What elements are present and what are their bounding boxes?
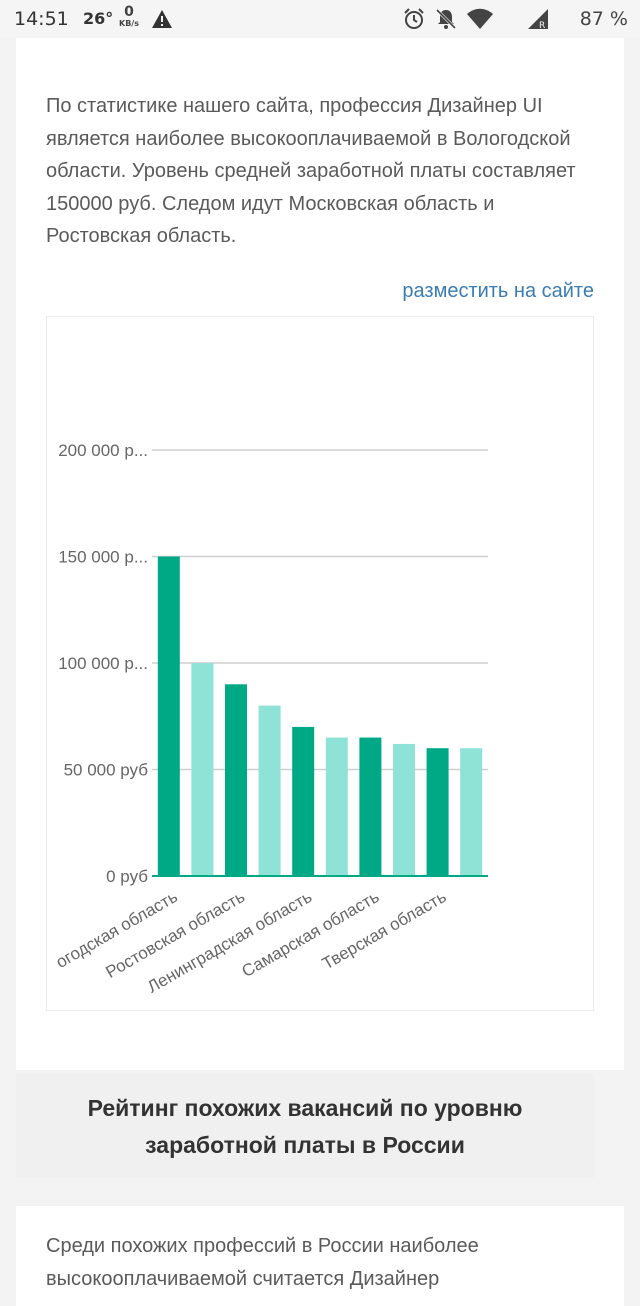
y-tick-label: 50 000 руб [64, 761, 149, 780]
net-speed-value: 0 [124, 4, 134, 20]
svg-text:R: R [539, 21, 545, 30]
y-tick-label: 150 000 р... [58, 548, 148, 567]
x-tick-label: Тверская область [319, 887, 450, 974]
embed-on-site-link[interactable]: разместить на сайте [402, 280, 594, 302]
y-tick-label: 200 000 р... [58, 441, 148, 460]
salary-card: По статистике нашего сайта, профессия Ди… [16, 38, 624, 1070]
y-tick-label: 0 руб [106, 867, 148, 886]
rating-title: Рейтинг похожих вакансий по уровню зараб… [87, 1095, 523, 1158]
battery-level: 87 % [579, 8, 628, 30]
warning-icon [152, 10, 172, 28]
status-temperature: 26° [83, 9, 114, 28]
rating-section-header: Рейтинг похожих вакансий по уровню зараб… [16, 1074, 594, 1178]
rating-card: Среди похожих профессий в России наиболе… [16, 1206, 624, 1306]
alarm-icon [404, 8, 424, 29]
chart-canvas: 0 руб 50 000 руб 100 000 р... 150 000 р... 2… [53, 441, 488, 997]
bar[interactable] [460, 748, 483, 876]
bar[interactable] [359, 737, 382, 876]
bar[interactable] [393, 743, 415, 876]
status-time: 14:51 [14, 8, 69, 30]
rating-paragraph: Среди похожих профессий в России наиболе… [46, 1235, 479, 1290]
cellular-signal-icon: R [528, 9, 548, 30]
net-speed-unit: KB/s [119, 19, 139, 28]
intro-paragraph: По статистике нашего сайта, профессия Ди… [46, 95, 576, 247]
status-net-speed: 0 KB/s [116, 5, 142, 28]
bar[interactable] [325, 737, 348, 876]
bar[interactable] [292, 726, 315, 876]
notifications-off-icon [435, 8, 457, 30]
bar[interactable] [426, 748, 449, 876]
wifi-icon [467, 8, 493, 29]
bar[interactable] [258, 705, 281, 876]
y-tick-label: 100 000 р... [58, 654, 148, 673]
bar[interactable] [191, 663, 214, 876]
status-bar: 14:51 26° 0 KB/s R 87 % [0, 0, 640, 38]
bar[interactable] [157, 556, 180, 877]
bar[interactable] [225, 684, 247, 876]
salary-bar-chart: 0 руб 50 000 руб 100 000 р... 150 000 р... 2… [46, 316, 594, 1011]
